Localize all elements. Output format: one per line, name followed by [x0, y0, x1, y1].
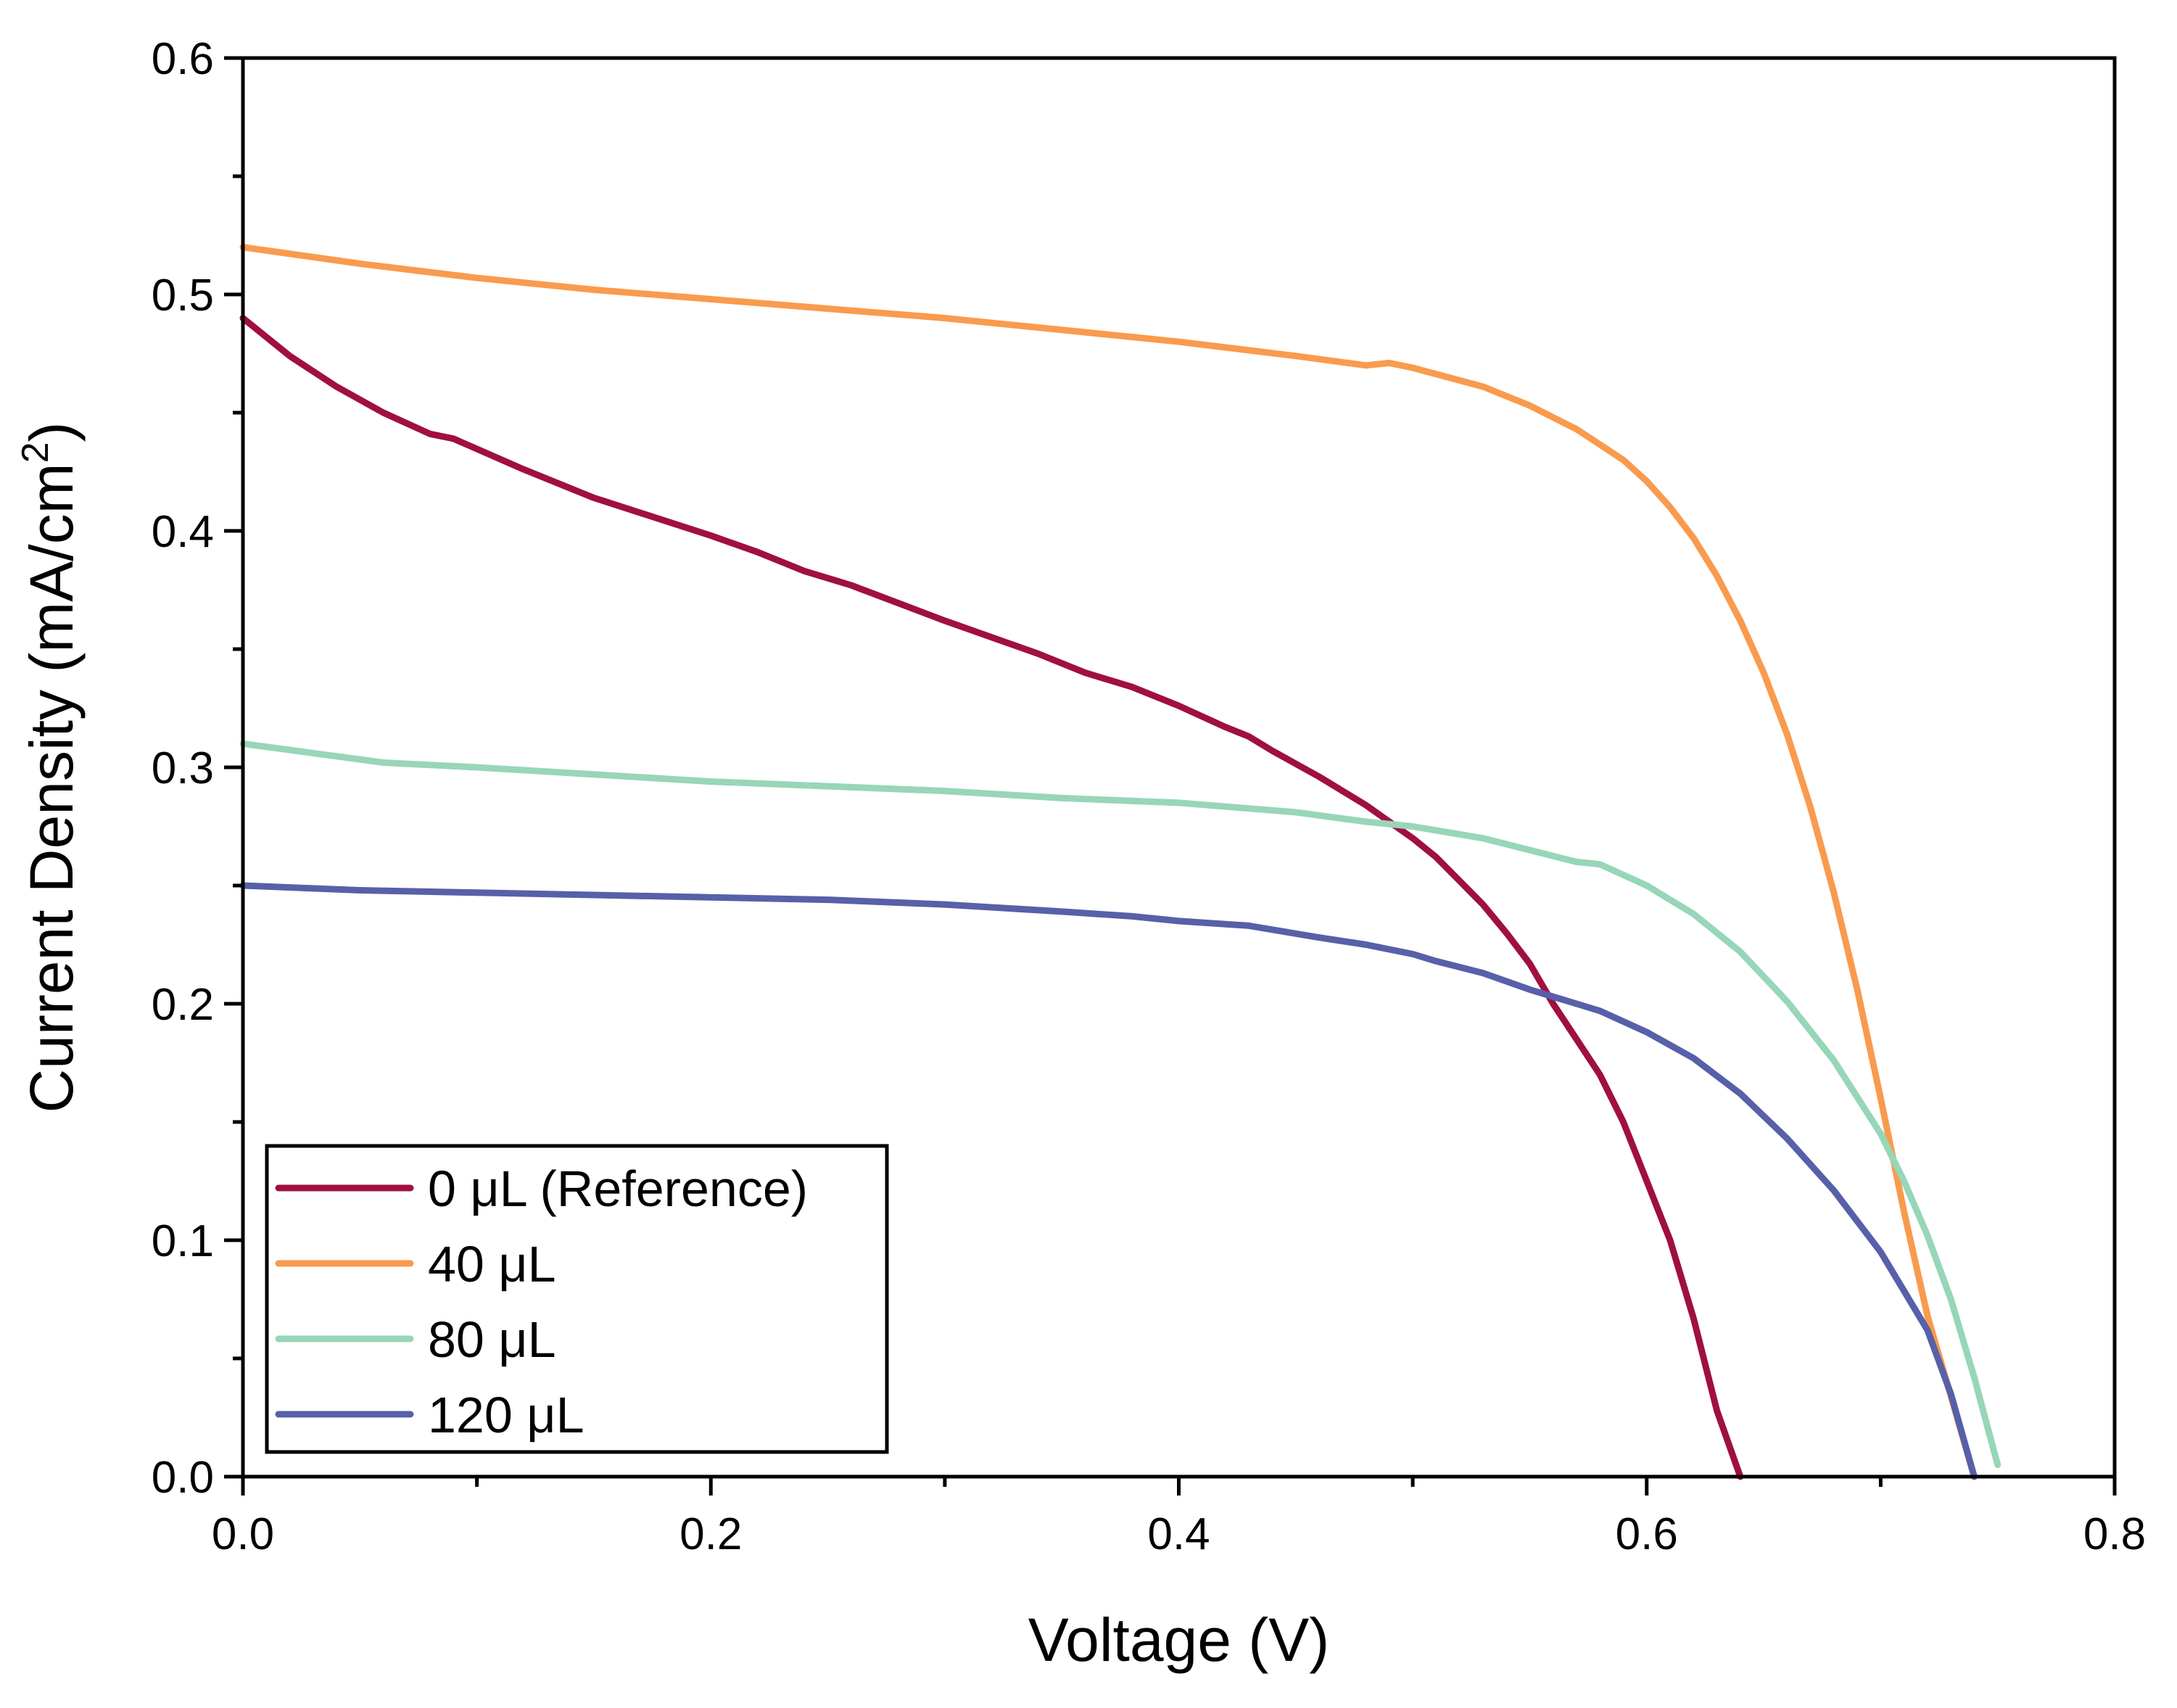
legend: 0 μL (Reference) 40 μL 80 μL 120 μL [265, 1144, 889, 1454]
legend-label: 40 μL [428, 1236, 556, 1292]
legend-label: 120 μL [428, 1387, 584, 1443]
plot-series-group [239, 244, 2002, 1480]
series-line-3 [239, 882, 1978, 1480]
x-tick-label: 0.2 [679, 1509, 742, 1559]
legend-label: 80 μL [428, 1311, 556, 1368]
series-line-1 [239, 244, 1978, 1480]
y-tick-label: 0.0 [152, 1453, 214, 1503]
x-tick-label: 0.6 [1616, 1509, 1678, 1559]
x-axis-ticks: 0.0 0.2 0.4 0.6 0.8 [212, 1477, 2146, 1559]
series-line-0 [239, 315, 1744, 1480]
y-tick-label: 0.5 [152, 271, 214, 321]
legend-label: 0 μL (Reference) [428, 1160, 808, 1217]
x-tick-label: 0.8 [2083, 1509, 2146, 1559]
y-axis-title: Current Density (mA/cm2) [15, 421, 86, 1113]
x-tick-label: 0.0 [212, 1509, 274, 1559]
y-tick-label: 0.6 [152, 34, 214, 84]
y-axis-title-main: Current Density (mA/cm [17, 463, 86, 1113]
y-tick-label: 0.2 [152, 980, 214, 1030]
y-tick-label: 0.1 [152, 1216, 214, 1266]
series-line-2 [239, 740, 2002, 1469]
y-tick-label: 0.4 [152, 507, 214, 557]
y-axis-title-superscript: 2 [15, 442, 57, 463]
x-axis-title: Voltage (V) [1028, 1606, 1330, 1674]
y-tick-label: 0.3 [152, 743, 214, 793]
x-tick-label: 0.4 [1147, 1509, 1210, 1559]
y-axis-title-close: ) [17, 421, 86, 442]
y-axis-ticks: 0.0 0.1 0.2 0.3 0.4 0.5 0.6 [152, 34, 243, 1503]
legend-box [265, 1144, 889, 1454]
